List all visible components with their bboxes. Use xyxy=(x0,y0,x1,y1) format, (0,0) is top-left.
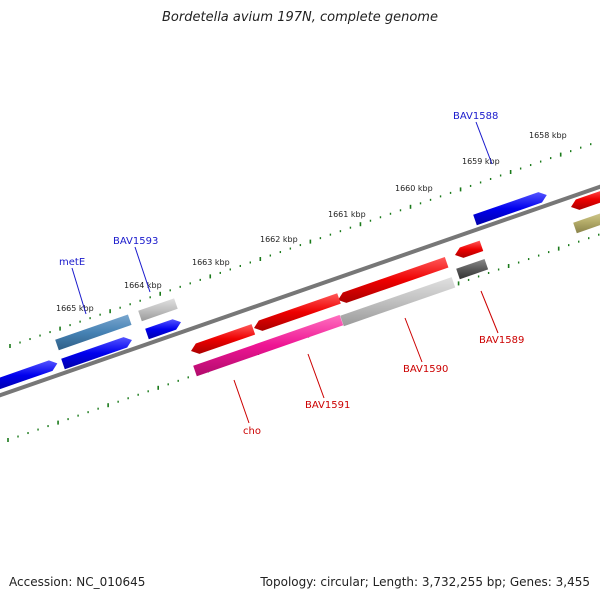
gene-bav1590-red[interactable] xyxy=(338,257,449,303)
gene-right-red[interactable] xyxy=(571,189,600,210)
gene-bav1591-red[interactable] xyxy=(254,293,341,331)
kbp-label: 1665 kbp xyxy=(56,304,94,313)
genome-backbone xyxy=(0,184,600,398)
gene-left-blue-2[interactable] xyxy=(0,360,58,390)
gene-gray-small[interactable] xyxy=(138,298,178,322)
leader-line xyxy=(480,290,499,334)
gene-label-bav1588[interactable]: BAV1588 xyxy=(453,111,498,122)
gene-bav1591[interactable] xyxy=(193,314,344,377)
kbp-label: 1658 kbp xyxy=(529,131,567,140)
kbp-label: 1664 kbp xyxy=(124,281,162,290)
leader-line xyxy=(307,353,325,399)
kbp-label: 1659 kbp xyxy=(462,157,500,166)
gene-bav1593[interactable] xyxy=(145,319,182,340)
gene-label-bav1593[interactable]: BAV1593 xyxy=(113,236,158,247)
leader-line xyxy=(404,317,423,363)
leader-line xyxy=(71,267,87,315)
leader-line xyxy=(134,246,151,293)
topology-text: Topology: circular; Length: 3,732,255 bp… xyxy=(260,575,590,589)
gene-bav1589-red[interactable] xyxy=(455,240,484,258)
gene-bav1588[interactable] xyxy=(473,192,547,226)
accession-text: Accession: NC_010645 xyxy=(9,575,146,589)
kbp-label: 1661 kbp xyxy=(328,210,366,219)
gene-right-olive[interactable] xyxy=(573,210,600,234)
gene-left-blue-1[interactable] xyxy=(61,337,132,370)
outer-tick-track xyxy=(9,143,592,348)
gene-label-bav1591[interactable]: BAV1591 xyxy=(305,400,350,411)
map-title: Bordetella avium 197N, complete genome xyxy=(162,10,438,25)
gene-label-cho[interactable]: cho xyxy=(243,426,261,437)
leader-line xyxy=(233,379,250,424)
kbp-label: 1663 kbp xyxy=(192,258,230,267)
kbp-label: 1662 kbp xyxy=(260,235,298,244)
gene-label-bav1590[interactable]: BAV1590 xyxy=(403,364,448,375)
gene-mete[interactable] xyxy=(55,314,132,351)
gene-cho-red[interactable] xyxy=(191,324,256,354)
gene-label-bav1589[interactable]: BAV1589 xyxy=(479,335,524,346)
gene-track xyxy=(0,189,600,390)
leader-line xyxy=(475,121,493,165)
kbp-label: 1660 kbp xyxy=(395,184,433,193)
gene-bav1589[interactable] xyxy=(456,258,489,280)
gene-label-mete[interactable]: metE xyxy=(59,257,85,268)
gene-bav1590[interactable] xyxy=(340,277,456,327)
